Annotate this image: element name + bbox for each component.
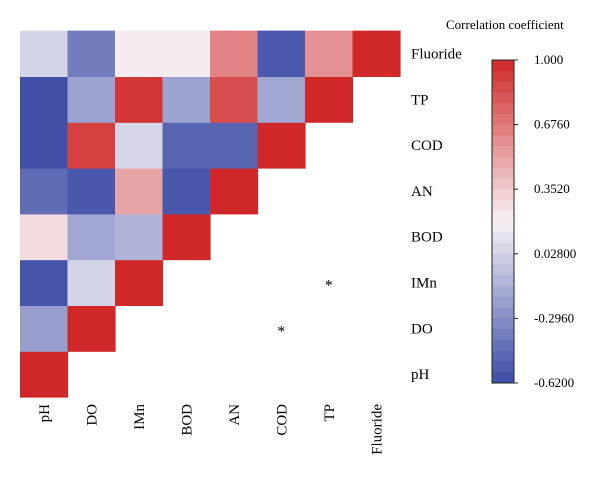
colorbar-step [492,189,514,201]
heatmap-cell-bod-do [67,213,116,261]
row-labels: pH DO IMn BOD AN COD TP Fluoride [411,47,462,384]
row-label-an: AN [411,184,433,200]
colorbar-step [492,350,514,362]
heatmap-cells [20,30,401,398]
heatmap-cell-an-ph [20,168,69,215]
heatmap-cell-tp-tp [305,76,354,123]
heatmap-cell-tp-imn [115,76,164,123]
colorbar-step [492,275,514,287]
colorbar-step [492,372,514,384]
colorbar-title: Correlation coefficient [446,17,564,32]
heatmap-cell-tp-bod [162,76,211,123]
column-labels: pH DO IMn BOD AN COD TP Fluoride [37,404,386,455]
column-label-tp: TP [322,404,338,422]
row-label-do: DO [411,321,433,337]
colorbar-step [492,103,514,115]
colorbar [492,60,514,384]
heatmap-cell-imn-imn [115,259,164,306]
column-label-imn: IMn [132,404,148,430]
heatmap-cell-fluoride-bod [162,30,211,78]
colorbar-step [492,318,514,330]
column-label-cod: COD [274,404,290,436]
colorbar-tick-label: -0.6200 [534,375,574,390]
colorbar-step [492,178,514,190]
colorbar-tick-label: 0.3520 [534,181,570,196]
heatmap-cell-imn-ph [20,259,69,306]
colorbar-frame [491,59,515,384]
colorbar-step [492,124,514,136]
heatmap-cell-an-imn [115,168,164,215]
colorbar-step [492,199,514,212]
colorbar-step [492,146,514,158]
colorbar-tick-label: 0.6760 [534,117,570,132]
colorbar-step [492,135,514,147]
colorbar-step [492,243,514,255]
colorbar-tick-label: 0.02800 [534,246,576,261]
colorbar-step [492,296,514,309]
colorbar-step [492,81,514,93]
heatmap-cell-bod-bod [162,213,211,261]
row-label-fluoride: Fluoride [411,47,462,63]
heatmap-cell-fluoride-do [67,30,116,78]
column-label-ph: pH [37,404,53,423]
colorbar-step [492,92,514,104]
heatmap-cell-cod-an [210,122,259,169]
heatmap-cell-tp-an [210,76,259,123]
colorbar-step [492,60,514,72]
colorbar-step [492,339,514,352]
colorbar-step [492,286,514,298]
heatmap-cell-fluoride-imn [115,30,164,78]
heatmap-cell-tp-cod [257,76,306,123]
heatmap-cell-cod-bod [162,122,211,169]
heatmap-cell-fluoride-ph [20,30,69,78]
heatmap-cell-ph-ph [20,351,69,398]
heatmap-cell-fluoride-cod [257,30,306,78]
heatmap-cell-cod-ph [20,122,69,169]
row-label-tp: TP [411,92,429,108]
heatmap-cell-fluoride-an [210,30,259,78]
heatmap-cell-tp-ph [20,76,69,123]
colorbar-step [492,264,514,276]
heatmap-cell-cod-imn [115,122,164,169]
row-label-bod: BOD [411,230,443,246]
colorbar-step [492,307,514,319]
colorbar-step [492,70,514,83]
column-label-fluoride: Fluoride [369,404,385,455]
colorbar-ticks: 1.000 0.6760 0.3520 0.02800 -0.2960 -0.6200 [514,52,576,390]
row-label-cod: COD [411,138,443,154]
heatmap-cell-tp-do [67,76,116,123]
row-label-imn: IMn [411,276,437,292]
heatmap-cell-imn-do [67,259,116,306]
colorbar-tick-label: -0.2960 [534,310,574,325]
heatmap-cell-an-do [67,168,116,215]
heatmap-cell-bod-imn [115,213,164,261]
heatmap-cell-fluoride-tp [305,30,354,78]
colorbar-step [492,113,514,126]
colorbar-step [492,361,514,373]
heatmap-cell-an-bod [162,168,211,215]
colorbar-step [492,253,514,266]
column-label-bod: BOD [179,404,195,436]
colorbar-step [492,167,514,179]
heatmap-cell-do-ph [20,305,69,352]
colorbar-step [492,156,514,169]
colorbar-step [492,329,514,341]
heatmap-cell-cod-do [67,122,116,169]
heatmap-cell-an-an [210,168,259,215]
heatmap-cell-do-do [67,305,116,352]
colorbar-step [492,210,514,222]
colorbar-step [492,221,514,233]
colorbar-step [492,232,514,244]
heatmap-cell-fluoride-fluoride [352,30,401,78]
column-label-an: AN [227,404,243,426]
significance-star: * [277,323,285,340]
column-label-do: DO [84,404,100,426]
colorbar-tick-label: 1.000 [534,52,563,67]
significance-star: * [325,278,333,295]
row-label-ph: pH [411,367,430,383]
heatmap-cell-cod-cod [257,122,306,169]
heatmap-cell-bod-ph [20,213,69,261]
significance-markers: ** [277,278,333,341]
